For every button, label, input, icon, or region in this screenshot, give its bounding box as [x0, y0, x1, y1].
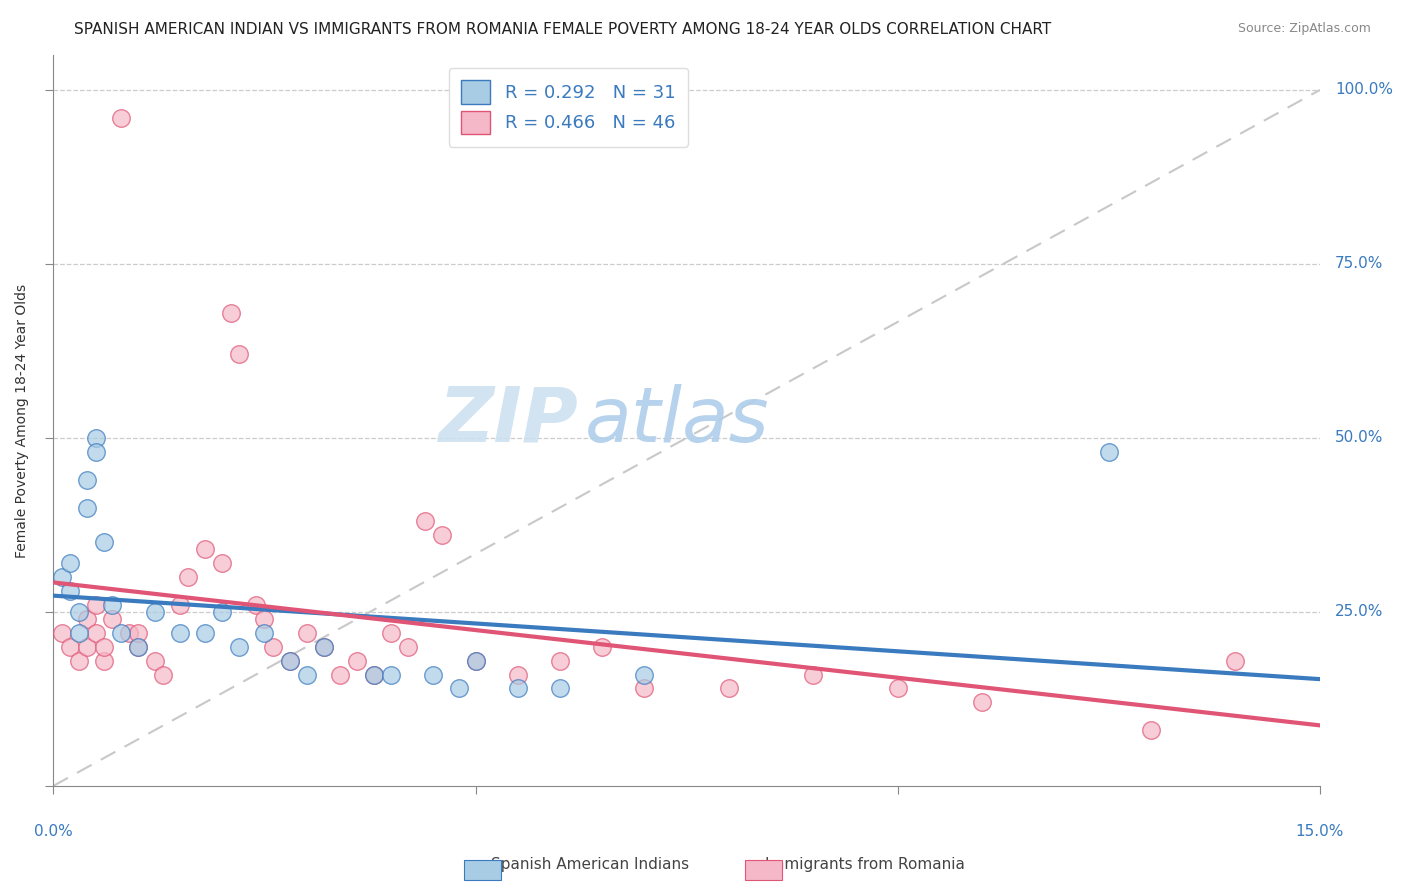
Point [118, 625, 141, 640]
Text: Source: ZipAtlas.com: Source: ZipAtlas.com [1237, 22, 1371, 36]
Point [59, 556, 82, 570]
Point [380, 667, 402, 681]
Point [464, 654, 486, 668]
Point [127, 625, 149, 640]
Point [169, 598, 191, 612]
Point [169, 625, 191, 640]
Text: atlas: atlas [585, 384, 770, 458]
Point [84, 431, 107, 445]
Point [211, 605, 233, 619]
Text: 0.0%: 0.0% [34, 824, 73, 839]
Point [93, 535, 115, 549]
Point [59, 584, 82, 599]
Point [278, 654, 301, 668]
Point [548, 681, 571, 696]
Point [127, 640, 149, 654]
Text: SPANISH AMERICAN INDIAN VS IMMIGRANTS FROM ROMANIA FEMALE POVERTY AMONG 18-24 YE: SPANISH AMERICAN INDIAN VS IMMIGRANTS FR… [73, 22, 1052, 37]
Point [76, 612, 98, 626]
Point [211, 556, 233, 570]
Point [228, 347, 250, 361]
Point [194, 625, 217, 640]
Point [93, 640, 115, 654]
Y-axis label: Female Poverty Among 18-24 Year Olds: Female Poverty Among 18-24 Year Olds [15, 284, 30, 558]
Point [110, 625, 132, 640]
Text: Spanish American Indians: Spanish American Indians [492, 857, 689, 872]
Text: 15.0%: 15.0% [1296, 824, 1344, 839]
Point [312, 640, 335, 654]
Text: ZIP: ZIP [439, 384, 579, 458]
Legend: R = 0.292   N = 31, R = 0.466   N = 46: R = 0.292 N = 31, R = 0.466 N = 46 [449, 68, 688, 146]
Point [396, 640, 419, 654]
Point [51, 625, 73, 640]
Point [101, 612, 124, 626]
Point [506, 667, 529, 681]
Point [67, 625, 90, 640]
Point [1140, 723, 1163, 738]
Point [253, 625, 276, 640]
Point [278, 654, 301, 668]
Point [228, 640, 250, 654]
Point [380, 625, 402, 640]
Point [67, 654, 90, 668]
Point [506, 681, 529, 696]
Point [363, 667, 385, 681]
Point [633, 667, 655, 681]
Point [143, 605, 166, 619]
Point [413, 515, 436, 529]
Point [76, 640, 98, 654]
Text: 25.0%: 25.0% [1336, 605, 1384, 619]
Point [886, 681, 908, 696]
Point [548, 654, 571, 668]
Point [1225, 654, 1247, 668]
Point [67, 605, 90, 619]
Point [447, 681, 470, 696]
Point [76, 500, 98, 515]
Point [219, 305, 242, 319]
Point [253, 612, 276, 626]
Point [295, 667, 318, 681]
Point [110, 111, 132, 125]
Point [262, 640, 284, 654]
Point [59, 640, 82, 654]
Point [464, 654, 486, 668]
Point [245, 598, 267, 612]
Text: 50.0%: 50.0% [1336, 431, 1384, 445]
Text: Immigrants from Romania: Immigrants from Romania [765, 857, 965, 872]
Point [717, 681, 740, 696]
Point [346, 654, 368, 668]
Point [633, 681, 655, 696]
Point [1098, 445, 1121, 459]
Point [363, 667, 385, 681]
Point [84, 598, 107, 612]
Point [591, 640, 613, 654]
Point [422, 667, 444, 681]
Point [51, 570, 73, 584]
Point [101, 598, 124, 612]
Point [295, 625, 318, 640]
Point [972, 695, 994, 709]
Point [177, 570, 200, 584]
Point [329, 667, 352, 681]
Point [76, 473, 98, 487]
Point [312, 640, 335, 654]
Point [84, 445, 107, 459]
Point [430, 528, 453, 542]
Point [801, 667, 824, 681]
Point [152, 667, 174, 681]
Text: 75.0%: 75.0% [1336, 256, 1384, 271]
Point [93, 654, 115, 668]
Point [127, 640, 149, 654]
Point [194, 542, 217, 557]
Point [143, 654, 166, 668]
Point [84, 625, 107, 640]
Text: 100.0%: 100.0% [1336, 82, 1393, 97]
